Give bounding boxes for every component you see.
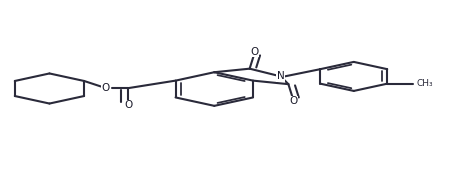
- Text: N: N: [277, 72, 284, 81]
- Text: O: O: [250, 47, 259, 56]
- Text: O: O: [124, 100, 132, 110]
- Text: O: O: [102, 83, 110, 93]
- Text: CH₃: CH₃: [417, 79, 433, 88]
- Text: O: O: [289, 96, 297, 106]
